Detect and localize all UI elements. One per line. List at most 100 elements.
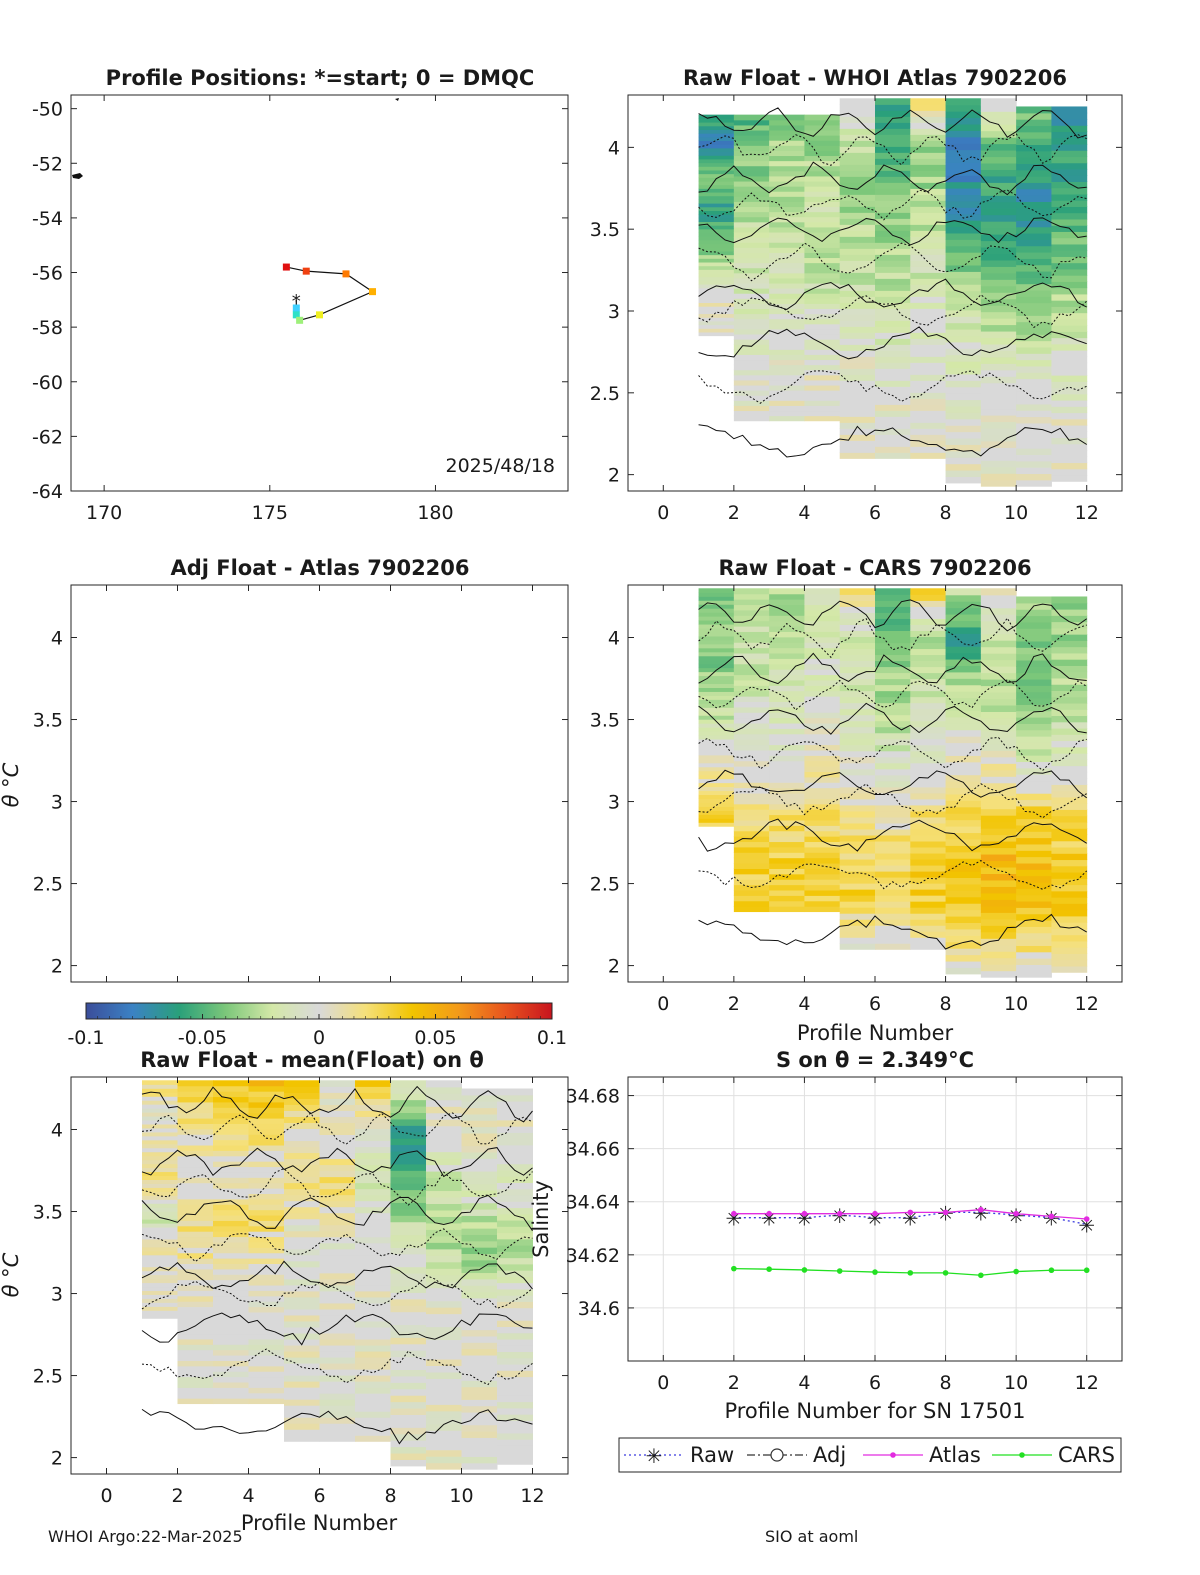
heatmap-cell	[839, 774, 876, 782]
heatmap-cell	[142, 1123, 178, 1129]
heatmap-cell	[769, 364, 805, 371]
heatmap-cell	[248, 1274, 285, 1281]
x-tick-label: 10	[449, 1485, 473, 1507]
heatmap-cell	[319, 1212, 356, 1220]
heatmap-cell	[426, 1158, 462, 1166]
heatmap-cell	[839, 925, 876, 932]
heatmap-cell	[875, 344, 911, 351]
heatmap-cell	[980, 737, 1017, 745]
y-tick-label: -60	[32, 372, 63, 394]
heatmap-cell	[839, 374, 876, 381]
heatmap-cell	[875, 230, 911, 237]
heatmap-cell	[355, 1164, 391, 1172]
heatmap-cell	[461, 1177, 498, 1185]
heatmap-cell	[980, 717, 1017, 725]
positions-axis-ticks: 170 175 180-64-62-60-58-56-54-52-50	[32, 95, 568, 524]
heatmap-cell	[733, 257, 770, 264]
heatmap-cell	[698, 588, 735, 593]
heatmap-cell	[733, 685, 770, 692]
heatmap-cell	[177, 1198, 214, 1205]
heatmap-cell	[248, 1123, 285, 1130]
heatmap-cell	[426, 1391, 462, 1399]
heatmap-cell	[1016, 125, 1052, 133]
heatmap-cell	[248, 1139, 285, 1146]
heatmap-cell	[497, 1107, 533, 1115]
heatmap-cell	[910, 738, 947, 746]
series-line-raw	[733, 1211, 1087, 1225]
heatmap-cell	[769, 400, 805, 406]
heatmap-cell	[945, 136, 982, 144]
heatmap-cell	[769, 825, 805, 832]
contour-line	[698, 161, 1087, 196]
heatmap-cell	[1051, 375, 1088, 382]
cars-point	[1048, 1267, 1055, 1274]
heatmap-cell	[839, 889, 876, 896]
heatmap-cell	[769, 728, 805, 735]
cars-point	[942, 1270, 949, 1276]
legend-marker	[890, 1452, 896, 1458]
heatmap-cell	[980, 169, 1017, 177]
heatmap-cell	[945, 890, 982, 898]
heatmap-cell	[910, 913, 947, 920]
heatmap-cell	[839, 630, 876, 638]
heatmap-cell	[177, 1209, 214, 1216]
heatmap-cell	[769, 313, 805, 320]
heatmap-cell	[698, 228, 735, 234]
heatmap-cell	[910, 380, 947, 387]
heatmap-cell	[945, 883, 982, 891]
heatmap-cell	[1016, 970, 1052, 978]
heatmap-cell	[769, 846, 805, 853]
heatmap-cell	[733, 830, 770, 837]
heatmap-cell	[839, 236, 876, 243]
heatmap-cell	[769, 733, 805, 740]
heatmap-cell	[910, 877, 947, 884]
heatmap-cell	[319, 1116, 356, 1123]
heatmap-cell	[839, 600, 876, 607]
heatmap-cell	[1016, 761, 1052, 769]
heatmap-cell	[319, 1308, 356, 1316]
heatmap-cell	[284, 1290, 320, 1298]
heatmap-cell	[698, 169, 735, 175]
contour-line	[698, 278, 1087, 311]
heatmap-cell	[769, 303, 805, 310]
heatmap-cell	[142, 1211, 178, 1216]
heatmap-cell	[769, 160, 805, 167]
heatmap-cell	[804, 809, 841, 816]
heatmap-cell	[461, 1386, 498, 1394]
heatmap-cell	[426, 1423, 462, 1431]
heatmap-cell	[910, 816, 947, 824]
heatmap-cell	[461, 1120, 498, 1128]
heatmap-cell	[1051, 903, 1088, 911]
heatmap-cell	[804, 415, 841, 422]
heatmap-cell	[945, 437, 982, 445]
heatmap-cell	[839, 440, 876, 447]
heatmap-cell	[1051, 387, 1088, 395]
heatmap-cell	[875, 398, 911, 405]
heatmap-cell	[698, 236, 735, 241]
heatmap-cell	[355, 1206, 391, 1214]
heatmap-cell	[804, 186, 841, 192]
heatmap-cell	[248, 1155, 285, 1162]
heatmap-cell	[698, 786, 735, 792]
heatmap-cell	[497, 1257, 533, 1265]
heatmap-cell	[945, 620, 982, 628]
heatmap-cell	[213, 1188, 249, 1194]
heatmap-cell	[1051, 300, 1088, 307]
heatmap-cell	[1051, 965, 1088, 973]
raw-mean-panel: Raw Float - mean(Float) on θ 0 2 4 6 8 10 1222…	[0, 1048, 569, 1535]
heatmap-cell	[698, 298, 735, 304]
heatmap-cell	[839, 678, 876, 686]
heatmap-cell	[910, 858, 947, 866]
heatmap-cell	[875, 212, 911, 219]
heatmap-cell	[497, 1338, 533, 1346]
heatmap-cell	[910, 362, 947, 369]
heatmap-cell	[839, 302, 876, 309]
heatmap-cell	[142, 1238, 178, 1244]
heatmap-cell	[733, 803, 770, 810]
heatmap-cell	[1016, 346, 1052, 354]
heatmap-cell	[355, 1344, 391, 1352]
heatmap-cell	[698, 232, 735, 237]
heatmap-cell	[390, 1407, 427, 1415]
heatmap-cell	[733, 642, 770, 649]
